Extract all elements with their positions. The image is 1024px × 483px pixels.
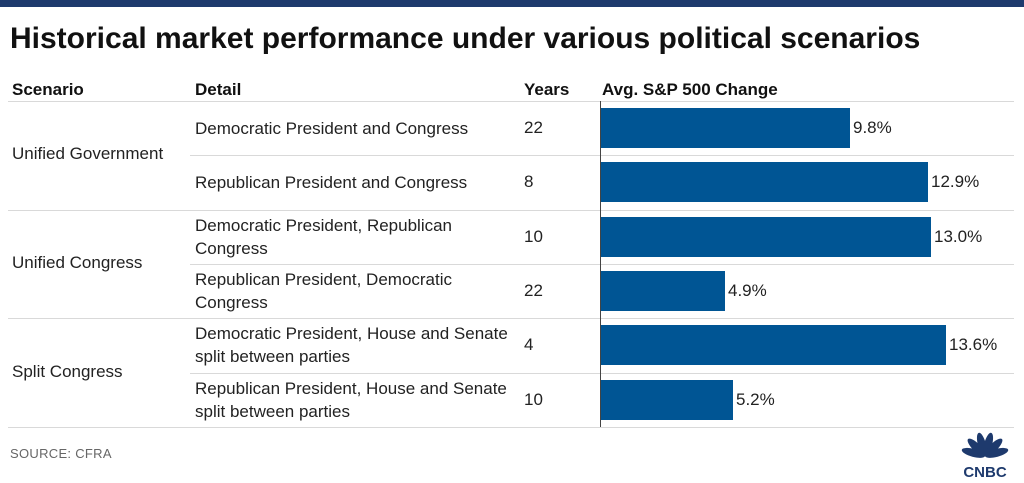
years-value: 8 <box>524 172 534 191</box>
logo-text: CNBC <box>963 464 1006 480</box>
bar-value-label: 4.9% <box>728 281 767 300</box>
header-sp500-change: Avg. S&P 500 Change <box>602 80 778 99</box>
bar-value-label: 9.8% <box>853 118 892 137</box>
bar-value-label: 12.9% <box>931 172 980 191</box>
scenario-label: Unified Government <box>12 144 164 163</box>
header-years: Years <box>524 80 570 99</box>
bar-value-label: 13.0% <box>934 227 983 246</box>
bar <box>601 217 931 257</box>
bar <box>601 380 733 420</box>
row-divider <box>190 155 1014 156</box>
bar <box>601 108 850 148</box>
detail-text: Democratic President and Congress <box>195 118 469 138</box>
years-value: 22 <box>524 118 543 137</box>
detail-text: Democratic President, House and Senate s… <box>195 324 508 366</box>
detail-text: Republican President, House and Senate s… <box>195 379 507 421</box>
bar <box>601 162 928 202</box>
cnbc-logo: CNBC <box>961 432 1009 480</box>
bar <box>601 271 725 311</box>
detail-text: Democratic President, Republican Congres… <box>195 216 453 258</box>
bar-value-label: 13.6% <box>949 335 998 354</box>
row-divider <box>8 210 1014 211</box>
years-value: 10 <box>524 390 543 409</box>
row-divider <box>8 101 1014 102</box>
detail-text: Republican President and Congress <box>195 172 468 192</box>
row-divider <box>190 264 1014 265</box>
row-divider <box>190 373 1014 374</box>
years-value: 4 <box>524 335 534 354</box>
bar-axis-line <box>600 101 601 427</box>
bar-value-label: 5.2% <box>736 390 775 409</box>
source-note: SOURCE: CFRA <box>10 446 112 461</box>
bar <box>601 325 946 365</box>
top-accent-bar <box>0 0 1024 7</box>
row-divider <box>8 318 1014 319</box>
detail-text: Republican President, Democratic Congres… <box>195 270 453 312</box>
years-value: 10 <box>524 227 543 246</box>
scenario-label: Split Congress <box>12 362 123 381</box>
scenario-label: Unified Congress <box>12 253 143 272</box>
years-value: 22 <box>524 281 543 300</box>
header-detail: Detail <box>195 80 242 99</box>
chart-title: Historical market performance under vari… <box>10 22 921 55</box>
row-divider <box>8 427 1014 428</box>
header-scenario: Scenario <box>12 80 84 99</box>
